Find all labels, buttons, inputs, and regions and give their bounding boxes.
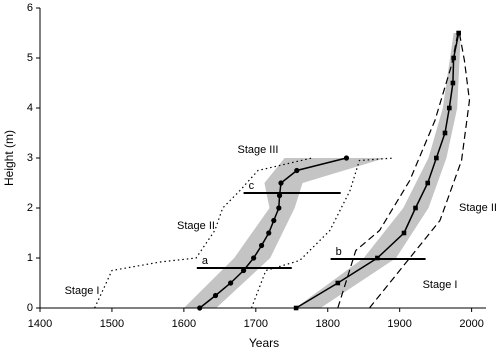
x-tick-label: 1500 bbox=[100, 318, 124, 330]
y-tick-label: 6 bbox=[27, 2, 33, 14]
y-tick-label: 2 bbox=[27, 202, 33, 214]
x-tick-label: 1600 bbox=[172, 318, 196, 330]
point bbox=[276, 205, 282, 211]
stage-label: Stage I bbox=[423, 279, 458, 291]
series-line bbox=[368, 32, 471, 309]
point bbox=[413, 205, 418, 211]
series-line bbox=[295, 32, 460, 309]
y-tick-label: 1 bbox=[27, 252, 33, 264]
stage-label: Stage I bbox=[65, 285, 100, 297]
point bbox=[276, 192, 283, 199]
point bbox=[266, 230, 272, 236]
point bbox=[401, 230, 407, 236]
x-tick-label: 1700 bbox=[244, 318, 268, 330]
uncertainty-band bbox=[295, 33, 461, 308]
segment-label: c bbox=[249, 180, 255, 192]
point bbox=[450, 80, 456, 86]
point bbox=[425, 180, 431, 186]
y-tick-label: 3 bbox=[27, 152, 33, 164]
point bbox=[442, 130, 448, 136]
point bbox=[343, 155, 350, 161]
x-tick-label: 1400 bbox=[28, 318, 52, 330]
y-tick-label: 5 bbox=[27, 52, 33, 64]
x-axis-label: Years bbox=[249, 336, 279, 350]
segment-label: a bbox=[202, 255, 209, 267]
point bbox=[456, 30, 461, 36]
x-tick-label: 2000 bbox=[459, 318, 483, 330]
x-tick-label: 1900 bbox=[387, 318, 411, 330]
point bbox=[251, 255, 257, 261]
y-tick-label: 0 bbox=[27, 302, 33, 314]
point bbox=[212, 292, 219, 299]
stage-label: Stage III bbox=[238, 144, 279, 156]
y-tick-label: 4 bbox=[27, 102, 33, 114]
series-line bbox=[337, 32, 459, 309]
y-axis-label: Height (m) bbox=[2, 130, 16, 186]
point bbox=[228, 280, 234, 286]
point bbox=[447, 105, 452, 111]
stage-label: Stage II bbox=[177, 220, 215, 232]
point bbox=[240, 267, 247, 274]
stage-label: Stage II bbox=[459, 202, 497, 214]
series-line bbox=[250, 157, 395, 309]
point bbox=[271, 217, 277, 224]
point bbox=[294, 167, 300, 174]
segment-label: b bbox=[336, 246, 342, 258]
point bbox=[335, 280, 341, 286]
point bbox=[451, 55, 456, 61]
uncertainty-band bbox=[183, 158, 386, 308]
x-tick-label: 1800 bbox=[315, 318, 339, 330]
point bbox=[278, 180, 284, 186]
point bbox=[434, 155, 439, 161]
point bbox=[258, 242, 265, 249]
series-line bbox=[94, 157, 313, 309]
